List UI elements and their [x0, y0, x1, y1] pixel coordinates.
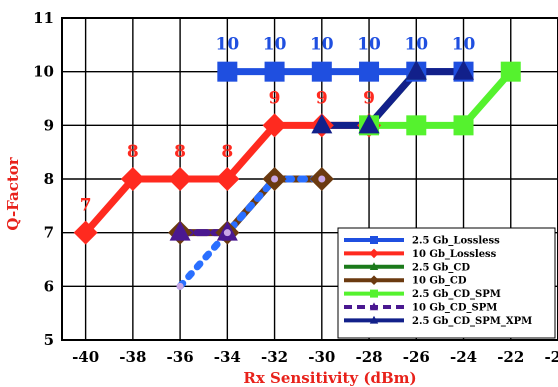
data-point: [215, 167, 240, 191]
data-point: [73, 220, 98, 245]
legend-label: 10 Gb_CD_SPM: [412, 303, 497, 314]
data-point: [223, 229, 231, 237]
data-label: 9: [363, 88, 375, 108]
data-point: [176, 282, 184, 290]
data-point: [262, 113, 287, 138]
data-label: 9: [269, 88, 281, 108]
legend-label: 2.5 Gb_CD_SPM_XPM: [412, 316, 532, 327]
series-line: [365, 68, 515, 129]
data-label: 10: [404, 35, 428, 55]
data-point: [500, 61, 521, 82]
y-tick-label: 6: [44, 277, 54, 295]
data-point: [311, 61, 332, 82]
x-tick-label: -26: [403, 348, 430, 366]
data-label: 8: [174, 142, 186, 162]
data-point: [358, 113, 380, 134]
data-label: 10: [452, 35, 476, 55]
x-tick-label: -22: [497, 348, 524, 366]
legend-label: 2.5 Gb_Lossless: [412, 236, 500, 247]
data-point: [318, 175, 326, 183]
y-tick-label: 11: [33, 9, 54, 27]
data-point: [359, 61, 380, 82]
y-tick-label: 5: [44, 331, 54, 349]
legend-marker: [370, 236, 378, 244]
data-label: 10: [215, 35, 239, 55]
x-tick-label: -32: [261, 348, 288, 366]
data-point: [169, 221, 191, 241]
legend-marker: [369, 315, 379, 324]
data-point: [271, 175, 279, 183]
legend-label: 10 Gb_Lossless: [412, 249, 497, 260]
y-axis-title: Q-Factor: [4, 156, 22, 230]
data-point: [264, 61, 285, 82]
x-tick-label: -38: [119, 348, 146, 366]
y-tick-label: 9: [44, 116, 54, 134]
series-markers: [73, 60, 521, 290]
tick-labels: -40 -38 -36 -34 -32 -30 -28 -26 -24 -22 -20 5 6 7 8 9 10…: [33, 9, 558, 366]
x-tick-label: -30: [308, 348, 335, 366]
y-tick-label: 10: [33, 63, 54, 81]
legend-marker: [369, 275, 379, 285]
legend-label: 2.5 Gb_CD: [412, 262, 470, 273]
legend: 2.5 Gb_Lossless 10 Gb_Lossless 2.5 Gb_CD 10…: [337, 227, 556, 339]
data-label: 10: [357, 35, 381, 55]
x-tick-label: -28: [355, 348, 382, 366]
data-point: [168, 167, 193, 191]
data-label: 8: [127, 142, 139, 162]
series-line: [318, 68, 468, 129]
data-label: 10: [310, 35, 334, 55]
x-tick-label: -20: [544, 348, 558, 366]
data-label: 8: [221, 142, 233, 162]
data-label: 9: [316, 88, 328, 108]
series-line: [176, 175, 326, 290]
legend-marker: [369, 302, 379, 311]
data-point: [406, 115, 427, 136]
legend-marker: [369, 248, 379, 259]
legend-marker: [369, 262, 379, 270]
data-point: [217, 61, 238, 82]
legend-marker: [370, 289, 378, 298]
x-axis-title: Rx Sensitivity (dBm): [243, 369, 416, 387]
x-tick-label: -24: [450, 348, 477, 366]
x-tick-label: -34: [214, 348, 241, 366]
data-point: [453, 115, 474, 136]
data-label: 10: [263, 35, 287, 55]
x-tick-label: -40: [72, 348, 99, 366]
data-point: [120, 167, 145, 191]
legend-label: 10 Gb_CD: [412, 276, 467, 287]
data-point: [405, 60, 427, 80]
data-label: 7: [80, 196, 92, 216]
y-tick-label: 7: [44, 224, 54, 242]
legend-label: 2.5 Gb_CD_SPM: [412, 289, 501, 300]
data-point: [453, 60, 475, 80]
y-tick-label: 8: [44, 170, 54, 188]
x-tick-label: -36: [167, 348, 194, 366]
data-labels: 7 8 8 8 9 9 9 10 10 10 10 10 10: [80, 35, 476, 216]
data-point: [311, 113, 333, 134]
